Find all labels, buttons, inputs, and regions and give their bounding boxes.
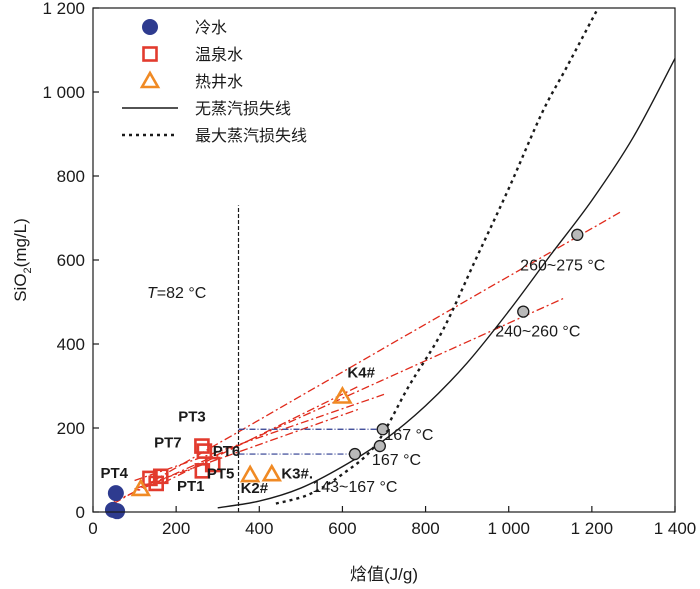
sample-label: PT1 (177, 478, 205, 495)
legend-label: 热井水 (195, 73, 243, 91)
x-tick-label: 200 (162, 519, 190, 538)
y-tick-label: 1 000 (42, 83, 85, 102)
y-tick-label: 200 (57, 419, 85, 438)
reservoir-point (517, 305, 530, 318)
sample-label: PT7 (154, 434, 182, 451)
legend-label: 冷水 (195, 19, 227, 37)
reservoir-temperature-label: 260~275 °C (520, 258, 605, 275)
svg-text:T=82 °C: T=82 °C (147, 285, 206, 302)
max-steam-loss-curve (275, 7, 600, 505)
reservoir-temperature-label: 167 °C (372, 452, 421, 469)
legend-label: 温泉水 (195, 46, 243, 64)
x-tick-label: 600 (328, 519, 356, 538)
triangle-point (239, 464, 261, 483)
mixing-line (113, 297, 566, 503)
legend-label: 最大蒸汽损失线 (195, 127, 307, 145)
y-axis-title: SiO2(mg/L) (11, 218, 34, 302)
reservoir-point (376, 423, 389, 436)
mixing-line (134, 393, 385, 482)
reservoir-temperature-label: 167 °C (384, 427, 433, 444)
x-tick-label: 1 000 (487, 519, 530, 538)
x-axis-title: 焓值(J/g) (350, 565, 418, 584)
legend-square-marker (142, 46, 158, 62)
reservoir-temperature-label: 143~167 °C (312, 479, 397, 496)
y-tick-label: 600 (57, 251, 85, 270)
mixing-line (134, 408, 360, 490)
legend-triangle-marker (139, 70, 161, 89)
no-steam-loss-curve (217, 58, 676, 509)
legend-label: 无蒸汽损失线 (195, 100, 291, 118)
y-tick-label: 400 (57, 335, 85, 354)
x-tick-label: 0 (88, 519, 97, 538)
triangle-point (130, 478, 152, 497)
x-tick-label: 1 400 (654, 519, 697, 538)
sample-label: PT5 (207, 465, 235, 482)
square-point (204, 456, 221, 473)
svg-text:SiO2(mg/L): SiO2(mg/L) (11, 218, 34, 302)
mixing-line (163, 385, 360, 484)
reservoir-point (373, 439, 386, 453)
square-point (196, 443, 213, 459)
circle-point (109, 503, 126, 520)
sample-label: K2# (241, 480, 269, 497)
square-point (194, 438, 210, 454)
sample-label: K4# (347, 365, 375, 382)
x-tick-label: 400 (245, 519, 273, 538)
mixing-line (113, 211, 622, 505)
sample-label: PT4 (100, 465, 128, 482)
reservoir-temperature-label: 240~260 °C (495, 323, 580, 340)
y-tick-label: 1 200 (42, 0, 85, 18)
reservoir-point (348, 447, 362, 461)
triangle-point (261, 463, 282, 482)
legend-circle-marker (142, 19, 158, 35)
y-tick-label: 800 (57, 167, 85, 186)
sample-label: K3#. (281, 465, 313, 482)
vertical-line-label: T=82 °C (147, 285, 206, 302)
x-tick-label: 800 (411, 519, 439, 538)
x-tick-label: 1 200 (571, 519, 614, 538)
y-tick-label: 0 (76, 503, 85, 522)
reservoir-point (571, 228, 584, 241)
sample-label: PT3 (178, 409, 206, 426)
triangle-point (332, 385, 353, 404)
circle-point (107, 485, 124, 502)
square-point (152, 468, 169, 485)
sample-label: PT6 (213, 443, 241, 460)
